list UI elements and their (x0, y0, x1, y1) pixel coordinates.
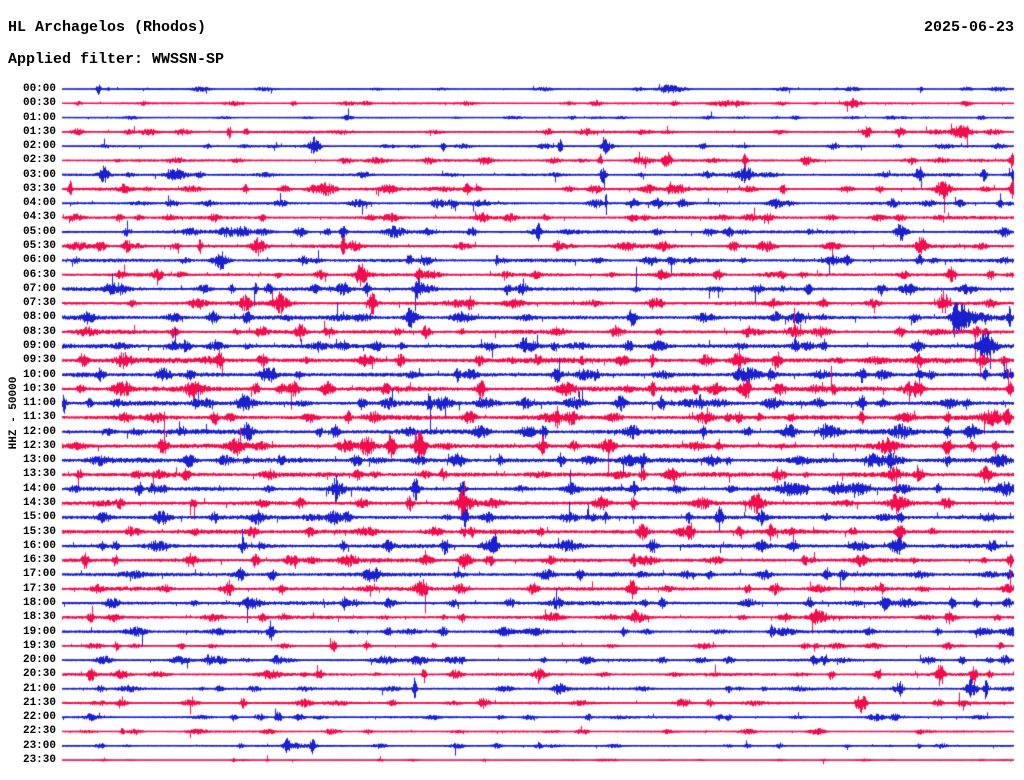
time-label: 23:30 (22, 754, 56, 766)
time-label: 10:00 (22, 368, 56, 381)
time-label: 18:30 (22, 611, 56, 624)
time-label: 13:00 (22, 454, 56, 467)
filter-label: Applied filter: WWSSN-SP (8, 51, 225, 68)
time-label: 19:30 (22, 639, 56, 652)
time-label: 23:00 (22, 739, 56, 752)
time-label: 07:30 (22, 297, 56, 310)
time-label: 06:00 (22, 254, 56, 267)
time-label: 06:30 (22, 268, 56, 281)
time-label: 17:30 (22, 582, 56, 595)
time-label: 11:30 (22, 411, 56, 424)
time-label: 22:00 (22, 711, 56, 724)
time-label: 20:00 (22, 654, 56, 667)
time-label: 07:00 (22, 282, 56, 295)
time-label: 02:30 (22, 154, 56, 167)
time-label: 04:00 (22, 197, 56, 210)
time-label: 16:30 (22, 554, 56, 567)
time-label: 05:30 (22, 240, 56, 253)
date-label: 2025-06-23 (923, 19, 1014, 36)
time-label: 02:00 (22, 140, 56, 153)
time-label: 17:00 (22, 568, 56, 581)
time-label: 08:30 (22, 325, 56, 338)
time-label: 03:30 (22, 182, 56, 195)
time-label: 01:30 (22, 125, 56, 138)
time-label: 04:30 (22, 211, 56, 224)
time-label: 11:00 (22, 397, 56, 410)
time-label: 09:30 (22, 354, 56, 367)
time-label: 08:00 (22, 311, 56, 324)
time-label: 13:30 (22, 468, 56, 481)
time-label: 05:00 (22, 225, 56, 238)
time-label: 15:30 (22, 525, 56, 538)
time-label: 16:00 (22, 539, 56, 552)
time-label: 15:00 (22, 511, 56, 524)
time-label: 21:00 (22, 682, 56, 695)
time-label: 18:00 (22, 596, 56, 609)
time-label: 21:30 (22, 696, 56, 709)
time-label: 12:00 (22, 425, 56, 438)
time-label: 09:00 (22, 339, 56, 352)
time-label: 00:30 (22, 97, 56, 110)
time-label: 00:00 (22, 83, 56, 95)
page-title: HL Archagelos (Rhodos) (8, 19, 207, 36)
time-label: 10:30 (22, 382, 56, 395)
time-label: 22:30 (22, 725, 56, 738)
time-label: 14:30 (22, 497, 56, 510)
time-label: 19:00 (22, 625, 56, 638)
time-label: 14:00 (22, 482, 56, 495)
time-label: 03:00 (22, 168, 56, 181)
time-label: 01:00 (22, 111, 56, 124)
time-label: 12:30 (22, 439, 56, 452)
time-label: 20:30 (22, 668, 56, 681)
